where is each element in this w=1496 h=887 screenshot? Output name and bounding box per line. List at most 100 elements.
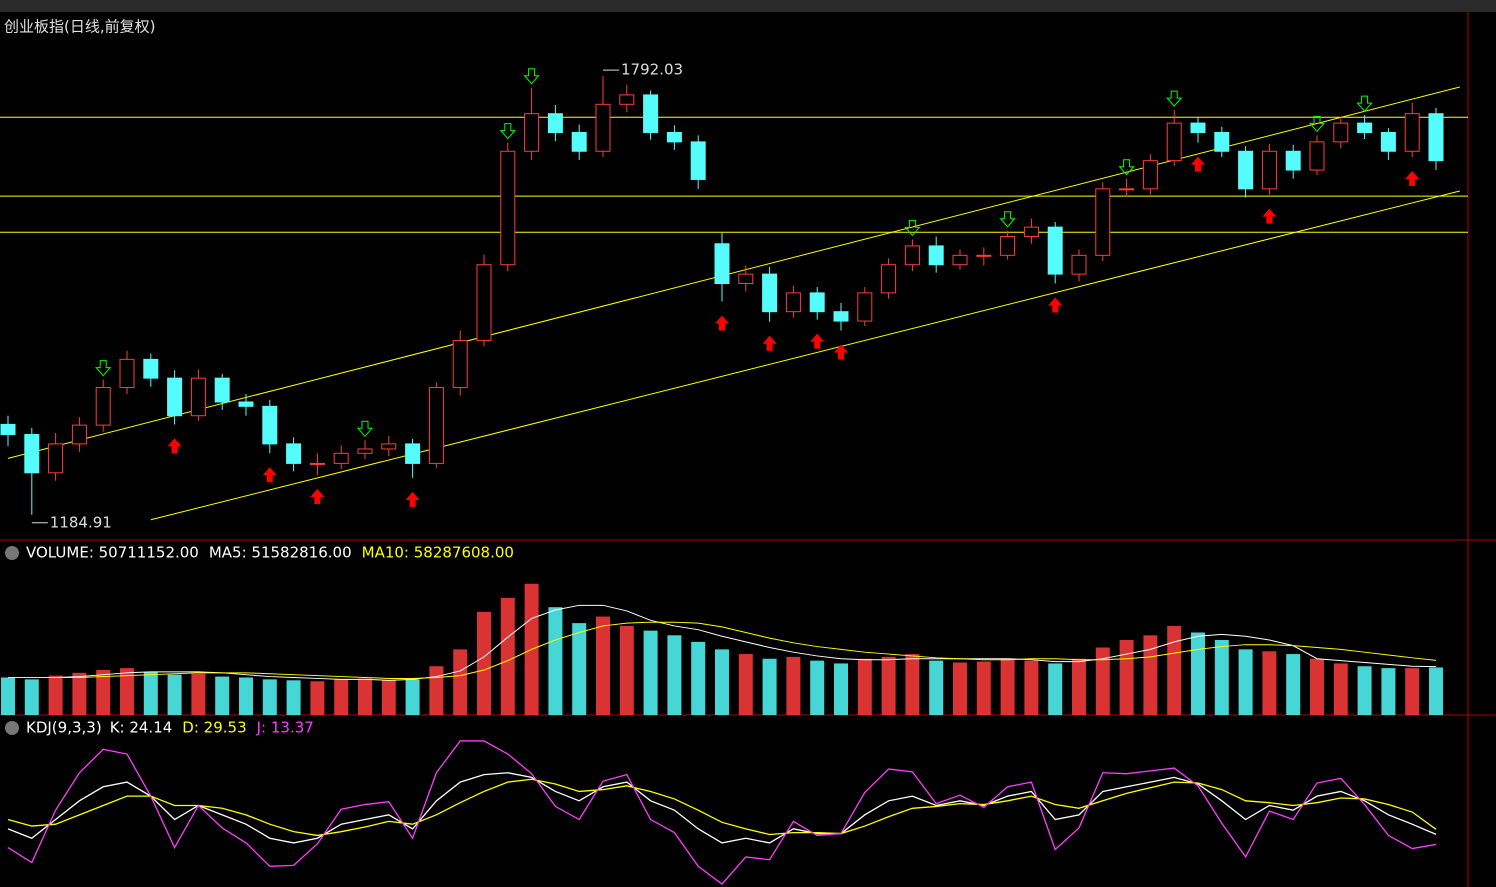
panel-title: KDJ(9,3,3): [26, 719, 102, 737]
moving-average-line: [8, 604, 1437, 681]
moving-average-line: [8, 621, 1437, 679]
volume-bar: [286, 680, 301, 715]
volume-bar: [500, 597, 515, 715]
volume-bar: [1310, 658, 1324, 715]
buy-arrow: [715, 315, 729, 331]
candle-body: [143, 358, 159, 379]
candle-body: [785, 292, 801, 313]
panel-menu-icon: [5, 546, 19, 560]
volume-bar: [596, 616, 610, 715]
buy-arrow: [262, 467, 277, 483]
candle-body: [762, 273, 778, 313]
candle-body: [1285, 150, 1301, 171]
candle-body: [452, 340, 468, 389]
indicator-line: [7, 778, 1437, 837]
volume-bar: [239, 677, 253, 715]
candle-body: [738, 273, 754, 284]
candle-body: [619, 94, 635, 105]
volume-bar: [738, 654, 753, 715]
panel-menu-icon: [5, 721, 19, 735]
candle-body: [809, 292, 825, 313]
candle-body: [1071, 254, 1087, 275]
volume-bar: [358, 678, 372, 715]
buy-arrow: [810, 333, 825, 349]
volume-bar: [810, 660, 825, 715]
candle-body: [714, 243, 730, 284]
volume-bar: [762, 658, 777, 715]
volume-bar: [1, 677, 15, 715]
candle-body: [262, 405, 278, 445]
sell-arrow: [1308, 115, 1326, 133]
candle-body: [500, 150, 516, 266]
candle-body: [976, 254, 992, 257]
candle-body: [547, 113, 563, 133]
candle-body: [0, 423, 16, 436]
buy-arrow: [1048, 297, 1063, 313]
candle-body: [904, 245, 920, 266]
volume-bar: [48, 675, 63, 715]
sell-arrow: [999, 211, 1016, 228]
volume-bar: [1381, 668, 1396, 715]
volume-bar: [1048, 663, 1063, 715]
candle-body: [595, 103, 611, 152]
annotation-label: 1184.91: [50, 513, 112, 531]
volume-bar: [1000, 658, 1015, 715]
volume-bar: [786, 656, 801, 715]
legend-entry: MA5: 51582816.00: [209, 544, 352, 562]
candle-body: [48, 443, 64, 474]
candle-body: [286, 443, 302, 464]
candle-body: [666, 131, 682, 143]
trend-line: [150, 190, 1460, 521]
volume-bar: [120, 668, 134, 715]
candle-body: [405, 443, 421, 464]
volume-bar: [477, 611, 491, 715]
volume-bar: [1357, 666, 1372, 715]
volume-bar: [667, 635, 682, 715]
candle-body: [1357, 122, 1373, 133]
candle-body: [1333, 122, 1349, 143]
volume-bar: [167, 674, 182, 715]
volume-bar: [857, 658, 872, 715]
candle-body: [690, 141, 706, 180]
volume-bar: [881, 656, 896, 715]
volume-bar: [143, 671, 158, 715]
volume-bar: [548, 607, 563, 715]
candle-body: [881, 264, 897, 294]
candle-body: [1404, 113, 1420, 152]
volume-bar: [691, 641, 706, 715]
volume-bar: [976, 661, 991, 715]
indicator-line: [7, 740, 1437, 885]
candle-body: [928, 245, 944, 266]
volume-bar: [1191, 632, 1205, 715]
candle-body: [309, 462, 325, 465]
volume-bar: [1238, 649, 1253, 715]
volume-bar: [453, 649, 468, 715]
candle-body: [833, 311, 849, 322]
volume-bar: [72, 672, 87, 715]
legend-entry: D: 29.53: [182, 719, 246, 737]
candle-body: [1214, 131, 1230, 152]
candle-body: [643, 94, 659, 133]
sell-arrow: [1356, 95, 1373, 112]
volume-bar: [929, 660, 944, 715]
buy-arrow: [762, 335, 777, 351]
sell-arrow: [1118, 159, 1135, 176]
volume-bar: [215, 676, 230, 715]
sell-arrow: [95, 360, 112, 377]
sell-arrow: [904, 219, 921, 237]
volume-bar: [953, 662, 967, 715]
chart-title: 创业板指(日线,前复权): [4, 18, 155, 36]
candle-body: [167, 377, 183, 417]
annotation-label: 1792.03: [621, 61, 683, 79]
volume-bar: [405, 679, 420, 715]
buy-arrow: [834, 344, 848, 360]
volume-bar: [619, 625, 634, 715]
volume-bar: [715, 649, 729, 715]
sell-arrow: [1166, 90, 1183, 107]
buy-arrow: [1262, 208, 1277, 224]
volume-bar: [1429, 667, 1443, 715]
legend-entry: J: 13.37: [256, 719, 314, 737]
candle-body: [1261, 150, 1277, 190]
candle-body: [95, 387, 111, 426]
